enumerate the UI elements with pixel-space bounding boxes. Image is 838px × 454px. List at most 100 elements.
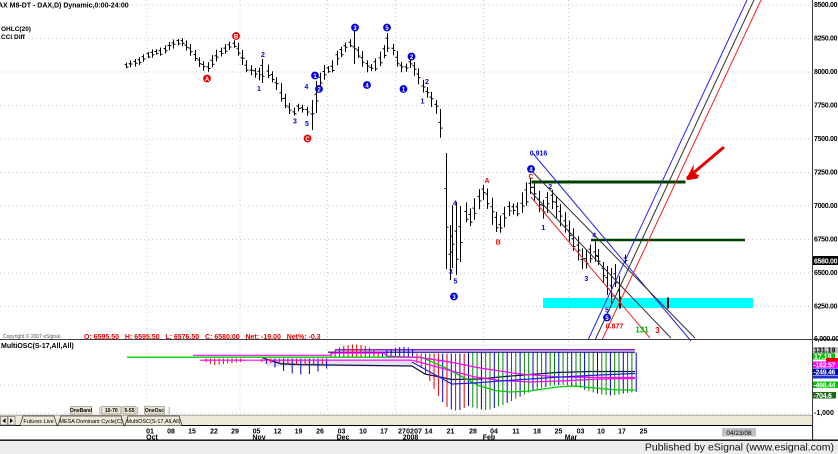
svg-text:7250.00: 7250.00: [814, 170, 838, 177]
svg-text:3: 3: [293, 119, 297, 126]
svg-text:2: 2: [261, 52, 265, 59]
svg-text:4: 4: [453, 201, 457, 208]
svg-text:3: 3: [449, 269, 453, 276]
svg-text:28: 28: [469, 429, 477, 436]
svg-text:OneOsc: OneOsc: [145, 408, 164, 414]
svg-text:15: 15: [188, 429, 196, 436]
svg-text:04/23/08: 04/23/08: [726, 430, 752, 437]
svg-text:6750.00: 6750.00: [814, 237, 838, 244]
svg-text:Mar: Mar: [565, 435, 578, 442]
svg-text:MESA Dominant Cycle(C): MESA Dominant Cycle(C): [59, 419, 122, 425]
svg-text:6250.00: 6250.00: [814, 304, 838, 311]
svg-text:5-55: 5-55: [124, 408, 134, 414]
svg-text:2: 2: [425, 79, 429, 86]
svg-text:Dec: Dec: [337, 435, 350, 442]
svg-text:4: 4: [529, 167, 533, 173]
svg-text:18: 18: [533, 429, 541, 436]
svg-text:25: 25: [640, 429, 648, 436]
svg-text:10-70: 10-70: [105, 408, 118, 414]
svg-text:5: 5: [605, 316, 609, 322]
svg-text:8500.00: 8500.00: [814, 2, 838, 9]
svg-text:05: 05: [253, 429, 261, 436]
svg-text:3: 3: [584, 276, 588, 283]
svg-text:1: 1: [541, 225, 545, 232]
svg-text:4: 4: [305, 84, 309, 91]
svg-text:3: 3: [655, 326, 660, 335]
svg-text:5: 5: [454, 279, 458, 286]
svg-text:C: C: [528, 174, 533, 181]
svg-text:131.19: 131.19: [814, 348, 836, 355]
svg-text:03: 03: [338, 429, 346, 436]
svg-text:Feb: Feb: [483, 435, 495, 442]
svg-text:17: 17: [618, 429, 626, 436]
svg-text:07: 07: [414, 429, 422, 436]
svg-text:MultiOSC(S-17,All,All): MultiOSC(S-17,All,All): [1, 343, 74, 350]
svg-text:8000.00: 8000.00: [814, 69, 838, 76]
svg-text:0.877: 0.877: [606, 324, 624, 331]
svg-text:7750.00: 7750.00: [814, 103, 838, 110]
svg-text:OneBand: OneBand: [70, 408, 92, 414]
svg-text:17: 17: [380, 429, 388, 436]
svg-text:B: B: [234, 34, 239, 40]
svg-text:2008: 2008: [403, 435, 419, 442]
svg-text:1: 1: [257, 86, 261, 93]
svg-text:-162.57: -162.57: [814, 362, 836, 369]
svg-text:OHLC(20): OHLC(20): [1, 26, 31, 33]
svg-text:25: 25: [555, 429, 563, 436]
svg-text:10: 10: [597, 429, 605, 436]
svg-text:Published by eSignal (www.esig: Published by eSignal (www.esignal.com): [645, 442, 834, 454]
svg-text:A: A: [205, 77, 210, 83]
svg-text:08: 08: [167, 429, 175, 436]
svg-text:27: 27: [398, 429, 406, 436]
svg-text:21: 21: [447, 429, 455, 436]
svg-text:6500.00: 6500.00: [814, 270, 838, 277]
svg-text:01: 01: [146, 429, 154, 436]
svg-text:26: 26: [316, 429, 324, 436]
svg-text:12: 12: [274, 429, 282, 436]
svg-text:7500.00: 7500.00: [814, 136, 838, 143]
svg-text:1: 1: [421, 99, 425, 106]
svg-text:Nov: Nov: [252, 435, 265, 442]
svg-text:14: 14: [425, 429, 433, 436]
svg-text:4: 4: [592, 233, 596, 240]
svg-text:2: 2: [410, 55, 414, 61]
svg-text:Copyright © 2007 eSignal.: Copyright © 2007 eSignal.: [3, 333, 61, 340]
svg-text:02: 02: [406, 429, 414, 436]
svg-text:0.916: 0.916: [530, 151, 548, 158]
svg-text:03: 03: [577, 429, 585, 436]
svg-text:MultiOSC(S-17,All,All): MultiOSC(S-17,All,All): [126, 419, 180, 425]
svg-text:2: 2: [548, 184, 552, 191]
svg-text:2: 2: [317, 87, 321, 93]
svg-text:-498.44: -498.44: [814, 382, 836, 389]
svg-text:29: 29: [231, 429, 239, 436]
svg-text:131: 131: [635, 326, 649, 335]
svg-text:7000.00: 7000.00: [814, 203, 838, 210]
svg-text:Oct: Oct: [146, 435, 158, 442]
svg-text:22: 22: [210, 429, 218, 436]
svg-text:04: 04: [490, 429, 498, 436]
svg-text:3: 3: [353, 26, 357, 32]
svg-text:8250.00: 8250.00: [814, 36, 838, 43]
svg-text:5: 5: [305, 121, 309, 128]
svg-text:4: 4: [365, 83, 369, 89]
svg-text:B: B: [496, 240, 501, 247]
svg-text:11: 11: [512, 429, 520, 436]
svg-text:1: 1: [313, 74, 317, 80]
svg-text:17.19: 17.19: [814, 354, 832, 361]
svg-text:5: 5: [385, 26, 389, 32]
svg-text:A: A: [484, 178, 489, 185]
svg-text:-704.6: -704.6: [814, 393, 832, 400]
svg-text:Futures Live: Futures Live: [23, 419, 53, 425]
svg-text:6580.00: 6580.00: [814, 259, 838, 266]
svg-text:CCI Diff: CCI Diff: [1, 34, 26, 41]
svg-text:-1,000: -1,000: [814, 410, 834, 417]
svg-text:O: 6595.50 H: 6595.50 L: 6: O: 6595.50 H: 6595.50 L: 6576.50 C: 6580…: [84, 334, 321, 341]
svg-text:19: 19: [295, 429, 303, 436]
svg-text:6,000.00: 6,000.00: [814, 336, 838, 343]
svg-text:10: 10: [359, 429, 367, 436]
svg-text:AX M8-DT - DAX,D) Dynamic,0:00: AX M8-DT - DAX,D) Dynamic,0:00-24:00: [0, 3, 129, 10]
svg-text:1: 1: [402, 87, 406, 93]
svg-text:5: 5: [605, 308, 609, 315]
svg-text:-249.46: -249.46: [814, 369, 836, 376]
svg-text:C: C: [305, 137, 310, 143]
